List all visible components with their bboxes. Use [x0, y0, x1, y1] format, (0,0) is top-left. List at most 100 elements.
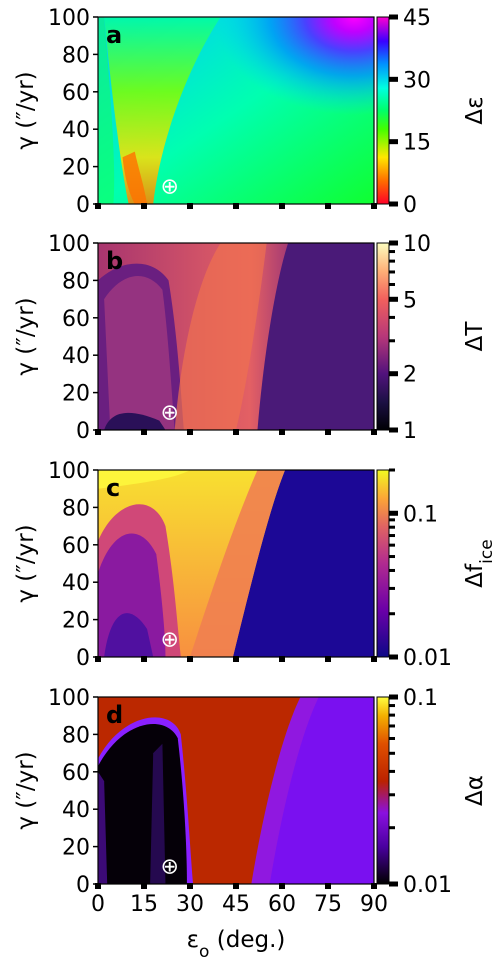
colorbar-tick	[389, 427, 398, 433]
colorbar-tick-label: 0	[403, 193, 417, 218]
y-tick-label: 100	[48, 686, 90, 711]
colorbar-minor-tick	[389, 826, 395, 830]
colorbar-minor-tick	[389, 586, 395, 590]
heat-edge-band	[190, 470, 286, 657]
colorbar-gradient	[376, 469, 390, 658]
x-tick	[325, 883, 331, 889]
x-tick	[233, 429, 239, 435]
panel-label: d	[106, 701, 123, 729]
x-axis-label: εo (deg.)	[187, 927, 286, 959]
colorbar-tick-label: 1	[403, 419, 417, 444]
earth-marker: ⊕	[161, 174, 179, 199]
heat-top-bright	[98, 470, 190, 489]
colorbar: 0 15 30 45 Δε	[376, 6, 488, 218]
panel-label: a	[106, 21, 122, 49]
heat-lobe-streak	[150, 743, 166, 884]
x-tick	[279, 883, 285, 889]
x-tick	[187, 203, 193, 209]
x-tick	[279, 429, 285, 435]
colorbar: 1 2 5 10 ΔT	[376, 232, 488, 444]
x-tick	[371, 429, 377, 435]
x-tick	[325, 203, 331, 209]
colorbar-label: Δfice	[462, 539, 497, 587]
colorbar-tick-label: 5	[403, 288, 417, 313]
heat-lobe-core	[104, 613, 154, 657]
y-axis-label: γ (″/yr)	[13, 524, 39, 602]
y-tick-label: 20	[62, 382, 90, 407]
colorbar-tick	[389, 881, 398, 887]
x-tick	[187, 883, 193, 889]
heat-lobe-inner	[104, 275, 175, 430]
x-tick	[279, 656, 285, 662]
y-tick-label: 80	[62, 496, 90, 521]
y-tick-label: 40	[62, 118, 90, 143]
colorbar-tick	[389, 371, 398, 377]
x-tick-label: 45	[222, 892, 250, 917]
y-tick-label: 60	[62, 534, 90, 559]
y-tick-label: 0	[76, 873, 90, 898]
earth-marker: ⊕	[161, 400, 179, 425]
colorbar-label: Δε	[462, 96, 488, 124]
colorbar-tick	[389, 201, 398, 207]
colorbar-minor-tick	[389, 769, 395, 773]
y-tick-label: 60	[62, 307, 90, 332]
x-tick-label: 75	[314, 892, 342, 917]
y-tick-label: 0	[76, 419, 90, 444]
panel-label: b	[106, 247, 123, 275]
y-axis-label: γ (″/yr)	[13, 751, 39, 829]
y-tick-label: 100	[48, 6, 90, 31]
colorbar-minor-tick	[389, 568, 395, 572]
y-tick-label: 20	[62, 609, 90, 634]
colorbar-gradient	[376, 242, 390, 431]
colorbar-tick-label: 0.1	[403, 502, 438, 527]
colorbar-minor-tick	[389, 704, 395, 708]
colorbar-tick	[389, 139, 398, 145]
colorbar-tick-label: 30	[403, 68, 431, 93]
colorbar-minor-tick	[389, 555, 395, 559]
x-tick	[187, 429, 193, 435]
x-axis-label-sub: o	[199, 942, 209, 959]
x-tick-label: 90	[360, 892, 388, 917]
x-tick	[141, 883, 147, 889]
y-axis-label: γ (″/yr)	[13, 297, 39, 375]
colorbar-minor-tick	[389, 543, 395, 547]
y-tick-label: 100	[48, 232, 90, 257]
x-tick	[95, 883, 101, 889]
y-tick-label: 40	[62, 798, 90, 823]
x-tick	[233, 656, 239, 662]
colorbar-minor-tick	[389, 736, 395, 740]
colorbar-minor-tick	[389, 259, 395, 263]
x-tick	[95, 429, 101, 435]
x-tick	[233, 883, 239, 889]
y-tick-label: 80	[62, 723, 90, 748]
colorbar-tick	[389, 296, 398, 302]
colorbar-minor-tick	[389, 250, 395, 254]
colorbar-minor-tick	[389, 339, 395, 343]
panel-label: c	[106, 474, 120, 502]
x-tick	[325, 656, 331, 662]
colorbar-minor-tick	[389, 468, 395, 472]
x-tick	[233, 203, 239, 209]
x-tick	[141, 203, 147, 209]
y-tick-label: 40	[62, 344, 90, 369]
heat-left-strip	[98, 17, 115, 204]
colorbar-gradient	[376, 16, 390, 205]
x-tick	[95, 656, 101, 662]
colorbar-minor-tick	[389, 525, 395, 529]
heat-region-right	[232, 470, 374, 657]
colorbar-minor-tick	[389, 751, 395, 755]
colorbar-minor-tick	[389, 713, 395, 717]
x-tick	[371, 656, 377, 662]
y-tick-label: 20	[62, 836, 90, 861]
x-tick	[95, 203, 101, 209]
colorbar-tick	[389, 240, 398, 246]
colorbar-tick-label: 2	[403, 363, 417, 388]
colorbar-minor-tick	[389, 724, 395, 728]
colorbar-tick	[389, 14, 398, 20]
colorbar-tick	[389, 510, 398, 516]
colorbar-label-sub: ice	[477, 539, 497, 564]
x-tick	[141, 656, 147, 662]
x-tick-label: 30	[176, 892, 204, 917]
